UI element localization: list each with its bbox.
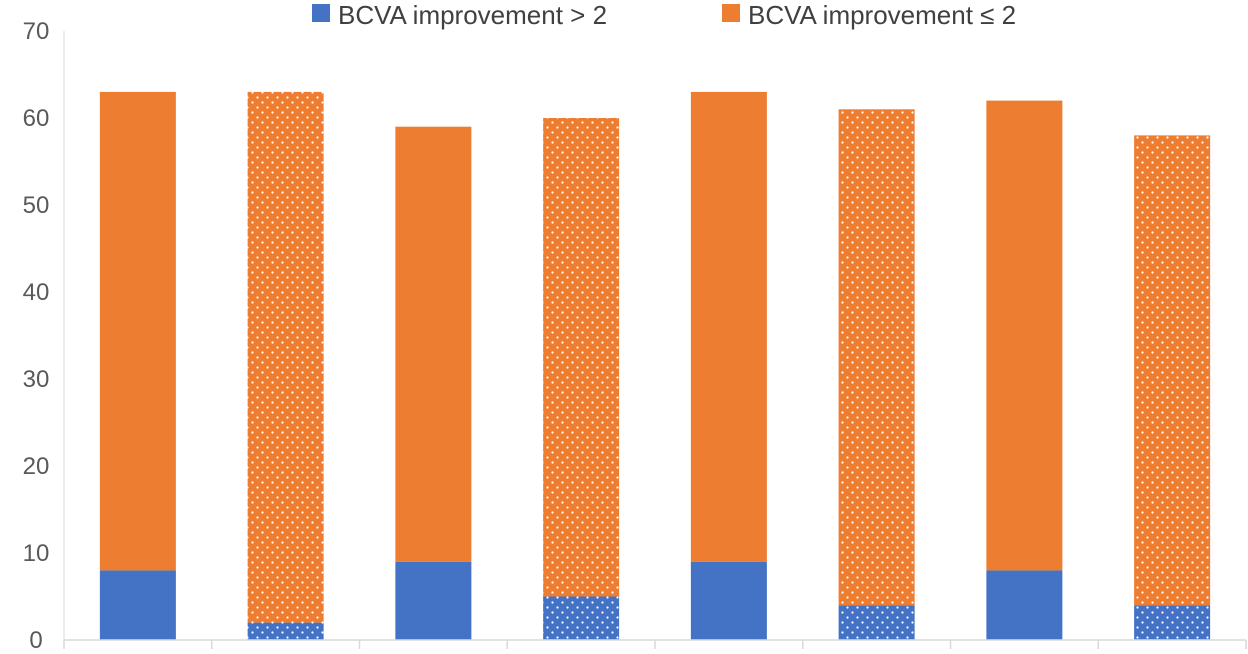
bar-1-series-2 [99, 91, 176, 571]
bar-2-series-1 [247, 622, 324, 640]
y-tick-label-20: 20 [23, 453, 50, 480]
bar-2-series-2 [247, 91, 324, 623]
legend: BCVA improvement > 2 BCVA improvement ≤ … [312, 0, 1016, 30]
bar-5-series-2 [690, 91, 767, 562]
x-tick-marks [63, 640, 1247, 649]
y-tick-label-40: 40 [23, 279, 50, 306]
bar-8-series-2 [1134, 135, 1211, 606]
legend-label-improvement-le-2: BCVA improvement ≤ 2 [748, 0, 1016, 30]
y-tick-label-60: 60 [23, 105, 50, 132]
bar-7-series-2 [986, 100, 1063, 571]
y-tick-label-10: 10 [23, 540, 50, 567]
y-tick-labels: 0 10 20 30 40 50 60 70 [23, 18, 50, 654]
y-tick-label-70: 70 [23, 18, 50, 45]
bars [99, 91, 1211, 640]
bar-4-series-1 [543, 596, 620, 640]
y-tick-label-30: 30 [23, 366, 50, 393]
bar-7-series-1 [986, 570, 1063, 640]
legend-swatch-improvement-gt-2 [312, 4, 330, 22]
bar-6-series-2 [838, 109, 915, 606]
y-tick-label-50: 50 [23, 192, 50, 219]
legend-swatch-improvement-le-2 [722, 4, 740, 22]
y-tick-label-0: 0 [29, 627, 42, 654]
bar-6-series-1 [838, 605, 915, 640]
bar-3-series-1 [395, 561, 472, 640]
bar-1-series-1 [99, 570, 176, 640]
bar-5-series-1 [690, 561, 767, 640]
legend-label-improvement-gt-2: BCVA improvement > 2 [338, 0, 607, 30]
bar-3-series-2 [395, 126, 472, 562]
bar-8-series-1 [1134, 605, 1211, 640]
bar-4-series-2 [543, 118, 620, 597]
